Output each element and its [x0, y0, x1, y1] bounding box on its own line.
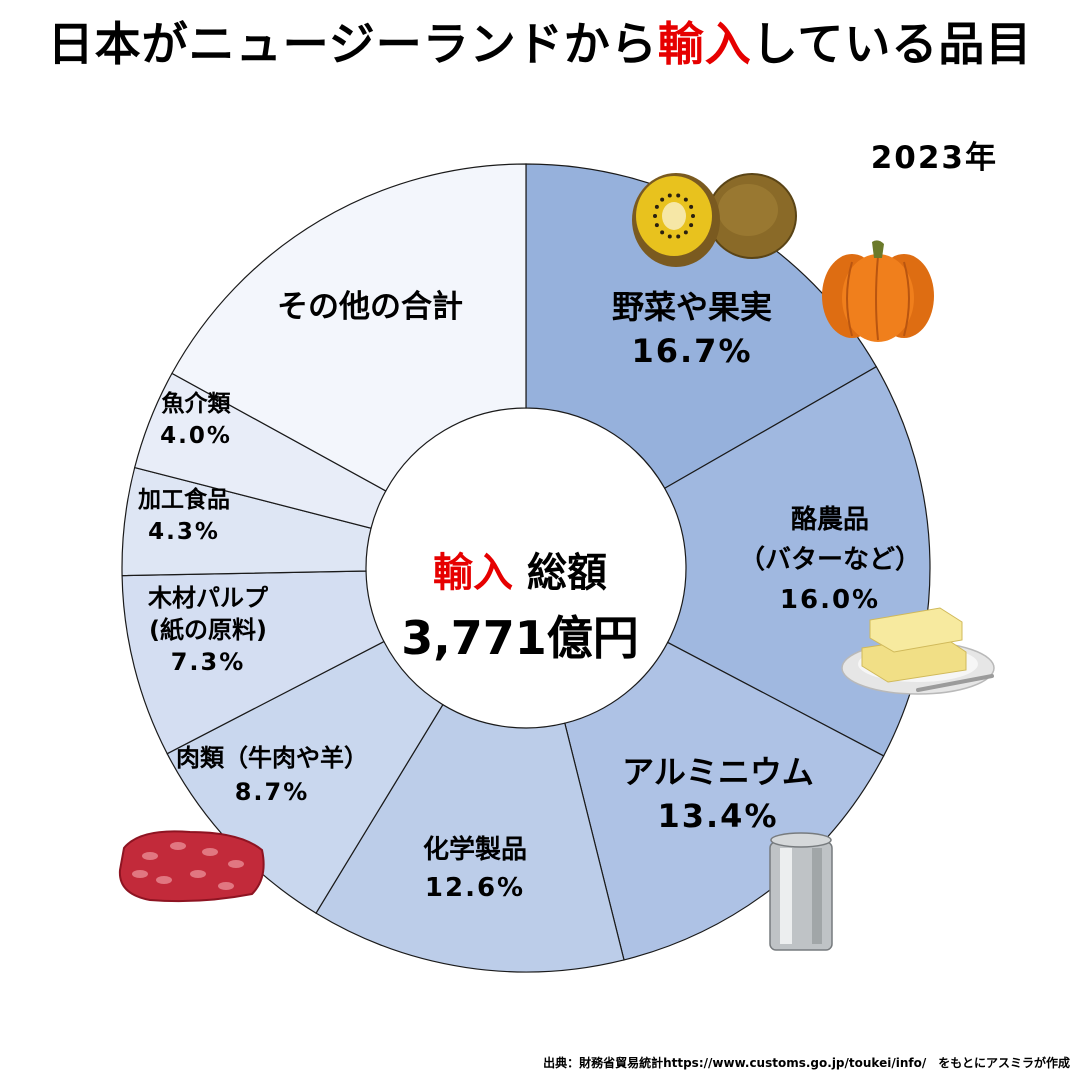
slice-value-3: 12.6%	[425, 873, 525, 903]
slice-value-5: 7.3%	[171, 648, 246, 676]
source-note: 出典：財務省貿易統計https://www.customs.go.jp/touk…	[543, 1056, 1070, 1070]
slice-value-6: 4.3%	[148, 519, 220, 545]
slice-label-0: 野菜や果実 16.7%	[612, 288, 772, 370]
slice-5	[121, 570, 385, 755]
year-label: 2023年	[870, 140, 998, 176]
title-suffix: している品目	[751, 17, 1033, 71]
kiwi-image	[632, 173, 797, 267]
slice-2	[564, 641, 885, 961]
slices	[121, 163, 931, 973]
slice-label-1: 酪農品（バターなど） 16.0%	[739, 505, 921, 615]
slice-label-3: 化学製品 12.6%	[423, 834, 527, 903]
slice-8	[171, 163, 527, 492]
slice-labels: 野菜や果実 16.7% 酪農品（バターなど） 16.0% アルミニウム 13.4% 化学製品…	[137, 288, 921, 903]
center-total: 輸入 総額 3,771億円	[360, 540, 680, 668]
slice-value-4: 8.7%	[235, 778, 310, 806]
slice-label-4: 肉類（牛肉や羊） 8.7%	[176, 744, 368, 806]
slice-label-7: 魚介類 4.0%	[160, 390, 232, 449]
center-accent: 輸入	[433, 550, 514, 596]
slice-value-1: 16.0%	[780, 585, 880, 615]
slice-label-2: アルミニウム 13.4%	[622, 753, 814, 835]
slice-value-7: 4.0%	[160, 423, 232, 449]
slice-label-8: その他の合計	[277, 289, 463, 325]
aluminum-can-image	[769, 832, 833, 951]
title-accent: 輸入	[657, 17, 752, 71]
title-prefix: 日本がニュージーランドから	[47, 17, 658, 71]
slice-label-6: 加工食品 4.3%	[137, 486, 230, 545]
slice-value-0: 16.7%	[631, 332, 752, 370]
meat-image	[118, 830, 265, 903]
center-label: 総額	[526, 550, 607, 596]
slice-value-2: 13.4%	[657, 797, 778, 835]
center-total-value: 3,771億円	[401, 611, 639, 665]
butter-image	[841, 607, 995, 695]
slice-3	[315, 703, 625, 973]
chart-title: 日本がニュージーランドから輸入している品目	[0, 8, 1080, 74]
pumpkin-image	[822, 240, 934, 342]
slice-label-5: 木材パルプ(紙の原料) 7.3%	[147, 584, 269, 676]
